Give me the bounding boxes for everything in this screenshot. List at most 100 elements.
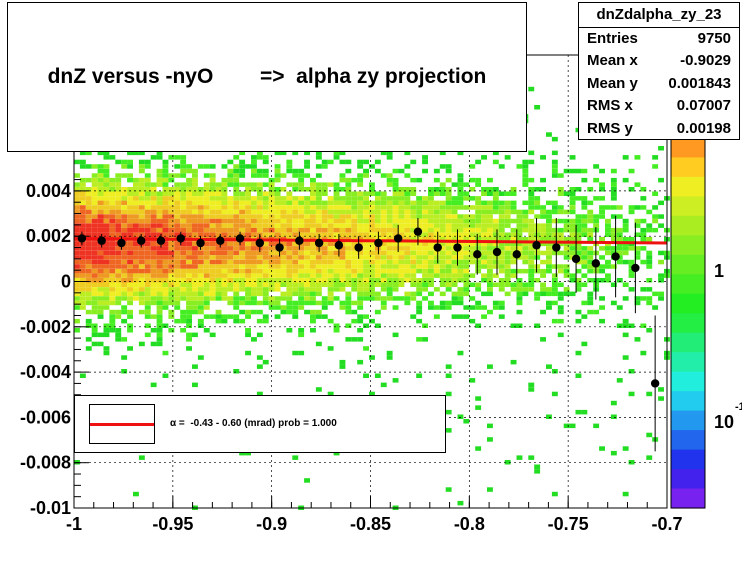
heatmap-cell (481, 264, 487, 269)
heatmap-cell (599, 168, 605, 174)
heatmap-cell (156, 250, 163, 256)
heatmap-cell (587, 227, 594, 233)
heatmap-cell (422, 264, 428, 269)
heatmap-cell (422, 278, 428, 283)
heatmap-cell (315, 264, 322, 269)
heatmap-cell (640, 287, 647, 292)
heatmap-cell (174, 187, 181, 192)
heatmap-cell (363, 159, 369, 165)
heatmap-cell (256, 150, 263, 156)
heatmap-cell (127, 214, 133, 219)
heatmap-cell (398, 250, 405, 256)
heatmap-cell (197, 291, 204, 297)
heatmap-cell (321, 209, 328, 215)
heatmap-cell (321, 218, 328, 224)
heatmap-cell (156, 205, 163, 210)
heatmap-cell (546, 364, 552, 369)
heatmap-cell (97, 187, 104, 192)
heatmap-cell (233, 200, 240, 206)
heatmap-cell (127, 177, 133, 183)
heatmap-cell (168, 155, 175, 160)
heatmap-cell (162, 159, 169, 165)
heatmap-cell (91, 309, 98, 315)
heatmap-cell (386, 282, 393, 287)
heatmap-cell (268, 191, 275, 196)
heatmap-cell (168, 223, 175, 228)
heatmap-cell (245, 300, 251, 306)
heatmap-cell (363, 191, 369, 196)
heatmap-cell (504, 223, 511, 228)
profile-point (156, 236, 166, 245)
heatmap-cell (504, 205, 511, 210)
heatmap-cell (91, 332, 98, 338)
heatmap-cell (534, 291, 541, 297)
heatmap-cell (144, 296, 151, 301)
heatmap-cell (192, 218, 198, 224)
heatmap-cell (351, 205, 358, 210)
heatmap-cell (481, 305, 487, 310)
heatmap-cell (150, 223, 157, 228)
heatmap-cell (369, 278, 375, 283)
heatmap-cell (404, 205, 411, 210)
heatmap-cell (481, 214, 487, 219)
heatmap-cell (121, 159, 128, 165)
heatmap-cell (256, 205, 263, 210)
heatmap-cell (416, 318, 423, 324)
heatmap-cell (221, 205, 228, 210)
heatmap-cell (150, 264, 157, 269)
heatmap-cell (85, 232, 92, 237)
heatmap-cell (481, 191, 487, 196)
heatmap-cell (197, 323, 204, 328)
heatmap-cell (321, 232, 328, 237)
heatmap-cell (215, 214, 222, 219)
heatmap-cell (74, 232, 80, 237)
heatmap-cell (510, 282, 517, 287)
heatmap-cell (144, 232, 151, 237)
heatmap-cell (85, 214, 92, 219)
heatmap-cell (180, 155, 187, 160)
heatmap-cell (451, 218, 458, 224)
heatmap-cell (144, 309, 151, 315)
heatmap-cell (304, 200, 310, 206)
heatmap-cell (339, 268, 346, 274)
heatmap-cell (91, 323, 98, 328)
heatmap-cell (416, 373, 423, 378)
heatmap-cell (209, 278, 216, 283)
heatmap-cell (203, 227, 210, 233)
heatmap-cell (339, 218, 346, 224)
heatmap-cell (197, 214, 204, 219)
heatmap-cell (634, 296, 641, 301)
heatmap-cell (298, 227, 305, 233)
heatmap-cell (599, 214, 605, 219)
heatmap-cell (97, 287, 104, 292)
heatmap-cell (304, 246, 310, 251)
heatmap-cell (410, 227, 417, 233)
heatmap-cell (115, 246, 122, 251)
heatmap-cell (445, 205, 452, 210)
heatmap-cell (616, 246, 623, 251)
heatmap-cell (534, 187, 541, 192)
heatmap-cell (251, 291, 257, 297)
heatmap-cell (428, 259, 434, 265)
heatmap-cell (551, 159, 558, 165)
heatmap-cell (233, 250, 240, 256)
heatmap-cell (422, 259, 428, 265)
heatmap-cell (551, 237, 558, 242)
heatmap-cell (274, 273, 281, 278)
heatmap-cell (327, 196, 334, 201)
heatmap-cell (221, 291, 228, 297)
heatmap-cell (138, 150, 145, 156)
heatmap-cell (587, 246, 594, 251)
heatmap-cell (593, 218, 600, 224)
heatmap-cell (428, 205, 434, 210)
heatmap-cell (315, 287, 322, 292)
heatmap-cell (180, 227, 187, 233)
heatmap-cell (162, 168, 169, 174)
heatmap-cell (121, 337, 128, 342)
heatmap-cell (333, 200, 340, 206)
heatmap-cell (233, 255, 240, 260)
heatmap-cell (109, 246, 116, 251)
heatmap-cell (215, 200, 222, 206)
heatmap-cell (528, 209, 535, 215)
heatmap-cell (339, 209, 346, 215)
